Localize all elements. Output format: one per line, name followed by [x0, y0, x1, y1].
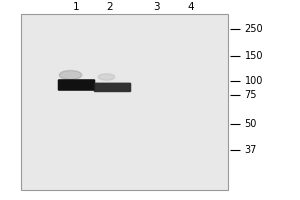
- Bar: [21, 14, 228, 190]
- Text: 1: 1: [73, 2, 80, 12]
- Ellipse shape: [98, 74, 115, 80]
- Ellipse shape: [59, 71, 82, 79]
- Text: 50: 50: [244, 119, 257, 129]
- Text: 37: 37: [244, 145, 257, 155]
- Text: 4: 4: [187, 2, 194, 12]
- FancyBboxPatch shape: [58, 79, 95, 91]
- FancyBboxPatch shape: [94, 83, 131, 92]
- Text: 100: 100: [244, 76, 263, 86]
- Text: 250: 250: [244, 24, 263, 34]
- Text: 3: 3: [153, 2, 159, 12]
- Text: 150: 150: [244, 51, 263, 61]
- Text: 2: 2: [106, 2, 113, 12]
- Text: 75: 75: [244, 90, 257, 100]
